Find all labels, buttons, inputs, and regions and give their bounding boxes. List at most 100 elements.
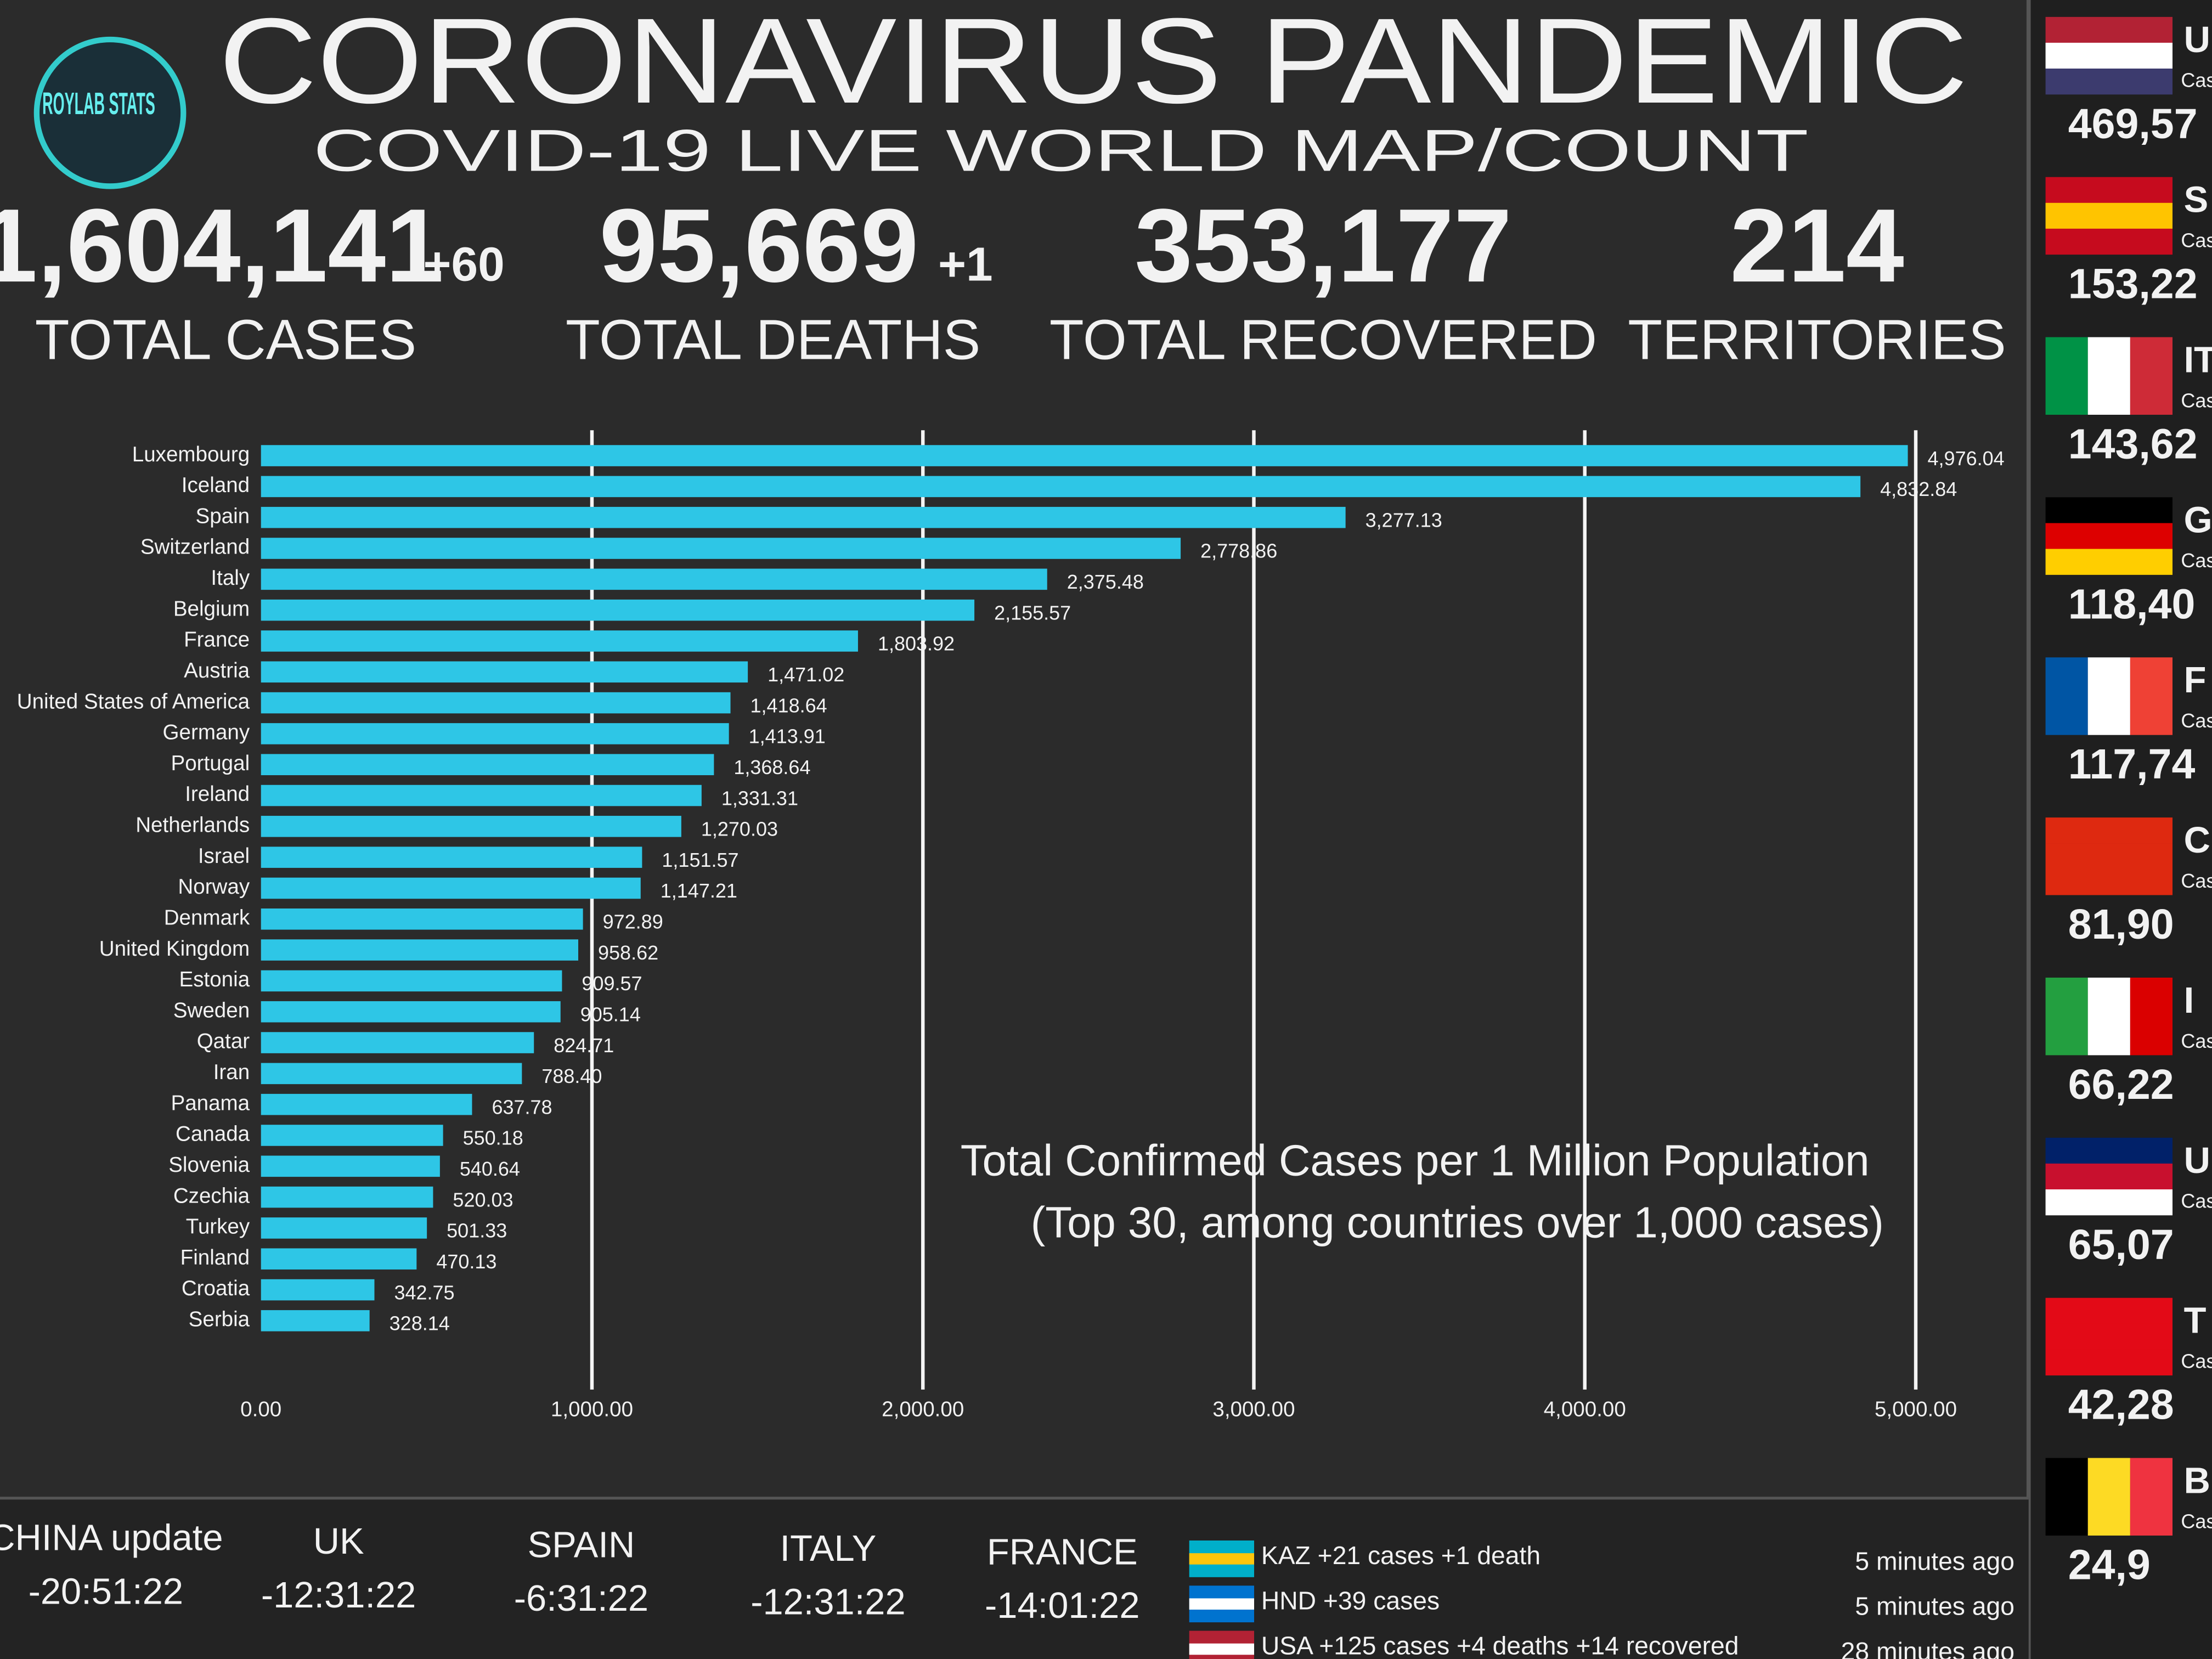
value-label: 342.75 [394, 1281, 454, 1304]
flag-stripe [2045, 1189, 2172, 1216]
country-count: 153,22 [2068, 261, 2198, 308]
flag-stripe [2045, 16, 2172, 43]
value-label: 328.14 [390, 1312, 450, 1335]
bar [261, 1186, 433, 1208]
y-tick-label: Qatar [197, 1030, 250, 1053]
value-label: 540.64 [460, 1158, 520, 1180]
value-label: 2,778.86 [1200, 540, 1277, 562]
value-label: 637.78 [492, 1096, 552, 1118]
y-tick-label: Canada [176, 1122, 250, 1146]
y-tick-label: United Kingdom [99, 937, 250, 961]
value-label: 1,147.21 [661, 879, 737, 902]
value-label: 958.62 [598, 941, 658, 964]
y-tick-label: Norway [178, 875, 250, 899]
stat-value: 1,604,141 [0, 188, 444, 304]
flag-stripe [2045, 228, 2172, 255]
y-tick-label: Panama [171, 1091, 250, 1115]
country-name: IT [2184, 340, 2212, 381]
bar [261, 1248, 417, 1270]
bar [261, 538, 1181, 559]
flag-stripe [2045, 42, 2172, 69]
news-text: HND +39 cases [1261, 1586, 1440, 1615]
clock-label: ITALY [780, 1528, 877, 1569]
country-name: B [2184, 1460, 2210, 1502]
flag-stripe [2045, 1163, 2172, 1190]
y-tick-label: Israel [198, 844, 250, 868]
clock-time: -12:31:22 [751, 1582, 905, 1623]
flag-stripe [2045, 978, 2088, 1056]
y-tick-label: Estonia [179, 968, 250, 991]
country-sub: Cas [2181, 1030, 2212, 1052]
flag-stripe [2045, 549, 2172, 575]
country-sub: Cas [2181, 549, 2212, 572]
flag-stripe [2087, 1458, 2130, 1536]
bar [261, 909, 583, 930]
flag-stripe [2045, 202, 2172, 229]
stat-value: 214 [1730, 188, 1904, 304]
bar [261, 1032, 534, 1053]
stat-label: TOTAL CASES [35, 308, 416, 371]
bar [261, 661, 748, 683]
bar [261, 785, 702, 806]
stat-label: TOTAL RECOVERED [1049, 308, 1597, 371]
country-sub: Cas [2181, 1350, 2212, 1373]
y-tick-label: Iceland [182, 473, 250, 497]
flag-stripe [2045, 177, 2172, 204]
country-count: 24,9 [2068, 1542, 2151, 1589]
value-label: 824.71 [554, 1034, 614, 1057]
value-label: 3,277.13 [1365, 509, 1442, 531]
value-label: 788.40 [541, 1065, 602, 1087]
value-label: 1,151.57 [662, 849, 738, 871]
flag-stripe [2045, 337, 2088, 415]
y-tick-label: Spain [196, 504, 250, 528]
country-sub: Cas [2181, 389, 2212, 411]
news-age: 5 minutes ago [1855, 1547, 2015, 1575]
country-sub: Cas [2181, 709, 2212, 732]
y-tick-label: Luxembourg [132, 443, 250, 466]
bar [261, 1155, 440, 1177]
y-tick-label: Ireland [185, 782, 250, 806]
country-count: 42,28 [2068, 1381, 2174, 1429]
y-tick-label: Switzerland [140, 535, 250, 559]
flag-stripe [2130, 978, 2172, 1056]
bar [261, 847, 642, 868]
country-count: 81,90 [2068, 901, 2174, 948]
bar [261, 939, 579, 961]
clock-label: CHINA update [0, 1517, 223, 1559]
country-sub: Cas [2181, 1190, 2212, 1212]
value-label: 1,418.64 [751, 694, 827, 716]
value-label: 1,413.91 [749, 725, 826, 748]
value-label: 1,331.31 [721, 787, 798, 809]
subtitle: COVID-19 LIVE WORLD MAP/COUNT [313, 117, 1809, 183]
news-flag-stripe [1189, 1598, 1254, 1610]
y-tick-label: United States of America [17, 690, 250, 713]
value-label: 1,803.92 [878, 633, 955, 655]
logo: ROYLAB STATS [42, 86, 155, 121]
news-text: USA +125 cases +4 deaths +14 recovered [1261, 1632, 1739, 1659]
bar [261, 754, 714, 775]
country-sub: Cas [2181, 229, 2212, 252]
x-tick-label: 1,000.00 [551, 1398, 633, 1421]
chart-annotation: Total Confirmed Cases per 1 Million Popu… [961, 1136, 1870, 1184]
value-label: 2,155.57 [994, 601, 1071, 624]
value-label: 470.13 [436, 1250, 496, 1273]
y-tick-label: Sweden [173, 998, 250, 1022]
y-tick-label: Belgium [173, 597, 250, 620]
value-label: 4,976.04 [1928, 447, 2005, 470]
news-age: 28 minutes ago [1841, 1637, 2015, 1659]
y-tick-label: Italy [211, 566, 250, 590]
value-label: 4,832.84 [1880, 478, 1957, 500]
bar [261, 816, 681, 837]
stat-label: TOTAL DEATHS [566, 308, 980, 371]
country-count: 469,57 [2068, 100, 2198, 148]
country-count: 65,07 [2068, 1221, 2174, 1268]
x-tick-label: 2,000.00 [882, 1398, 964, 1421]
clock-label: UK [313, 1521, 364, 1562]
clock-time: -20:51:22 [29, 1571, 183, 1612]
news-flag-stripe [1189, 1553, 1254, 1565]
bar [261, 970, 562, 992]
y-tick-label: Austria [184, 659, 250, 682]
country-count: 66,22 [2068, 1061, 2174, 1108]
y-tick-label: Serbia [189, 1308, 250, 1331]
